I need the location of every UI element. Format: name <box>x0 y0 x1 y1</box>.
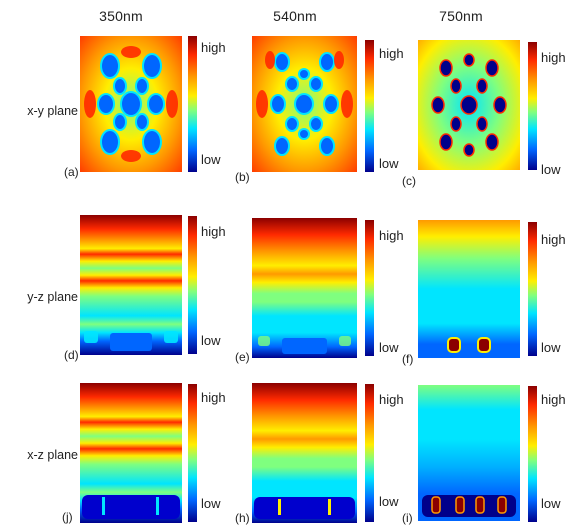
colorbar-xy-540nm <box>365 40 374 172</box>
colorbar-high-label: high <box>379 392 404 407</box>
colorbar-xy-350nm <box>188 36 197 172</box>
colorbar-high-label: high <box>541 232 566 247</box>
colorbar-yz-540nm <box>365 220 374 356</box>
column-header-750nm: 750nm <box>439 8 483 24</box>
colorbar-low-label: low <box>541 162 561 177</box>
colorbar-low-label: low <box>541 496 561 511</box>
colorbar-low-label: low <box>201 152 221 167</box>
panel-label-d: (d) <box>64 348 79 362</box>
colorbar-low-label: low <box>379 156 399 171</box>
column-header-350nm: 350nm <box>99 8 143 24</box>
colorbar-high-label: high <box>379 46 404 61</box>
panel-label-c: (c) <box>402 174 416 188</box>
colorbar-yz-350nm <box>188 216 197 354</box>
field-map-xy-750nm <box>418 40 520 170</box>
field-map-xy-540nm <box>252 36 357 172</box>
field-map-yz-350nm <box>80 215 182 355</box>
colorbar-low-label: low <box>201 333 221 348</box>
colorbar-high-label: high <box>201 224 226 239</box>
colorbar-yz-750nm <box>528 222 537 356</box>
field-map-xy-350nm <box>80 36 182 172</box>
field-map-yz-540nm <box>252 218 357 358</box>
colorbar-high-label: high <box>541 392 566 407</box>
colorbar-xz-540nm <box>365 384 374 522</box>
panel-label-f: (f) <box>402 352 414 366</box>
colorbar-xz-750nm <box>528 386 537 522</box>
colorbar-xz-350nm <box>188 384 197 522</box>
colorbar-low-label: low <box>379 494 399 509</box>
field-map-xz-540nm <box>252 383 357 523</box>
colorbar-high-label: high <box>201 40 226 55</box>
colorbar-xy-750nm <box>528 42 537 170</box>
colorbar-low-label: low <box>541 340 561 355</box>
colorbar-low-label: low <box>379 340 399 355</box>
field-map-xz-350nm <box>80 383 182 523</box>
row-header-xy-plane: x-y plane <box>27 104 78 118</box>
panel-label-h: (h) <box>235 511 250 525</box>
panel-label-b: (b) <box>235 170 250 184</box>
colorbar-high-label: high <box>541 50 566 65</box>
panel-label-e: (e) <box>235 350 250 364</box>
field-map-xz-750nm <box>418 385 520 521</box>
colorbar-low-label: low <box>201 496 221 511</box>
panel-label-a: (a) <box>64 165 79 179</box>
panel-label-j: (j) <box>62 510 73 524</box>
row-header-yz-plane: y-z plane <box>27 290 78 304</box>
field-map-yz-750nm <box>418 220 520 358</box>
row-header-xz-plane: x-z plane <box>27 448 78 462</box>
column-header-540nm: 540nm <box>273 8 317 24</box>
colorbar-high-label: high <box>379 228 404 243</box>
colorbar-high-label: high <box>201 390 226 405</box>
panel-label-i: (i) <box>402 511 413 525</box>
